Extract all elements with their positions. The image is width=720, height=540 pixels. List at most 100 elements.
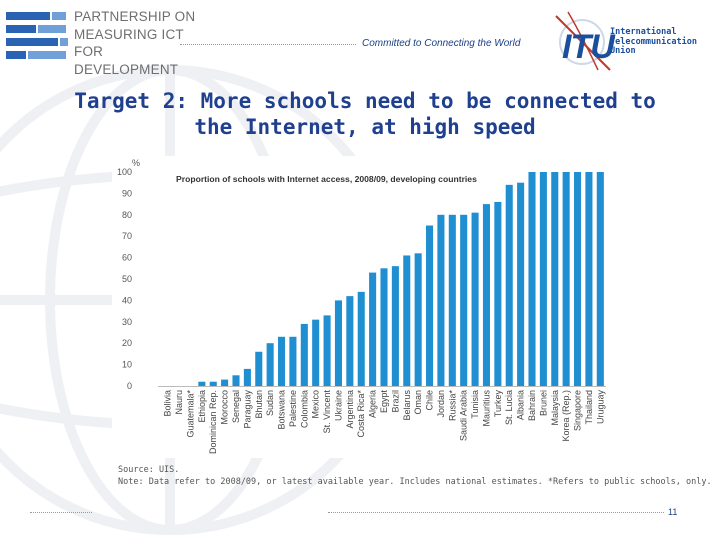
note-line: Note: Data refer to 2008/09, or latest a… xyxy=(118,477,712,487)
x-tick-label: Tunisia xyxy=(470,390,480,419)
bar-korea-rep xyxy=(562,172,570,386)
x-tick-label: Saudi Arabia xyxy=(459,390,469,441)
x-tick-label: Brunei xyxy=(538,390,548,416)
bar-brunei xyxy=(539,172,547,386)
source-note: Source: UIS. Note: Data refer to 2008/09… xyxy=(118,464,712,488)
footer-divider-right xyxy=(328,512,664,513)
x-tick-label: Algeria xyxy=(368,390,378,418)
bar-ethiopia xyxy=(198,381,206,386)
itu-line-1: International xyxy=(610,27,677,37)
school-internet-bar-chart: Proportion of schools with Internet acce… xyxy=(112,156,612,458)
tagline: Committed to Connecting the World xyxy=(362,38,521,49)
x-tick-label: Nauru xyxy=(174,390,184,415)
x-tick-label: Paraguay xyxy=(242,390,252,429)
y-tick-label: 90 xyxy=(122,188,132,198)
y-tick-label: 60 xyxy=(122,253,132,263)
y-tick-label: 0 xyxy=(127,381,132,391)
bar-mauritius xyxy=(482,204,490,386)
x-tick-label: Argentina xyxy=(345,390,355,429)
x-tick-label: Egypt xyxy=(379,390,389,414)
source-line: Source: UIS. xyxy=(118,465,180,475)
bar-tunisia xyxy=(471,212,479,386)
y-tick-label: 80 xyxy=(122,210,132,220)
x-tick-label: Thailand xyxy=(584,390,594,425)
bar-argentina xyxy=(346,296,354,386)
bar-egypt xyxy=(380,268,388,386)
x-tick-label: Oman xyxy=(413,390,423,415)
bar-saudi-arabia xyxy=(460,214,468,386)
bar-mexico xyxy=(312,319,320,386)
footer-divider-left xyxy=(30,512,92,513)
bar-colombia xyxy=(300,323,308,386)
x-tick-label: Belarus xyxy=(402,390,412,421)
x-tick-label: Ukraine xyxy=(333,390,343,421)
x-tick-label: Senegal xyxy=(231,390,241,423)
bar-st-vincent xyxy=(323,315,331,386)
itu-logo: ITU International Telecommunication Unio… xyxy=(548,6,720,76)
bar-chile xyxy=(426,225,434,386)
partnership-logo: PARTNERSHIP ON MEASURING ICT FOR DEVELOP… xyxy=(6,8,196,77)
x-tick-label: Mexico xyxy=(311,390,321,419)
x-tick-label: Russia* xyxy=(447,390,457,422)
org-line-3: FOR DEVELOPMENT xyxy=(74,44,179,77)
itu-acronym: ITU xyxy=(562,28,615,66)
bar-bhutan xyxy=(255,351,263,386)
itu-line-2: Telecommunication xyxy=(610,36,697,47)
partnership-logo-stripes-icon xyxy=(6,12,70,60)
x-tick-label: St. Vincent xyxy=(322,390,332,434)
bar-turkey xyxy=(494,201,502,386)
bar-oman xyxy=(414,253,422,386)
itu-line-3: Union xyxy=(610,46,636,56)
bar-st-lucia xyxy=(505,184,513,386)
bar-thailand xyxy=(585,172,593,386)
partnership-name: PARTNERSHIP ON MEASURING ICT FOR DEVELOP… xyxy=(74,8,204,78)
slide-title: Target 2: More schools need to be connec… xyxy=(30,88,700,140)
x-tick-label: Bahrain xyxy=(527,390,537,421)
x-tick-label: Singapore xyxy=(573,390,583,431)
y-tick-label: 50 xyxy=(122,274,132,284)
x-tick-label: Jordan xyxy=(436,390,446,418)
title-line-2: the Internet, at high speed xyxy=(194,115,536,139)
x-tick-label: Bolivia xyxy=(163,390,173,417)
bar-algeria xyxy=(369,272,377,386)
x-tick-label: Morocco xyxy=(220,390,230,425)
org-line-1: PARTNERSHIP ON xyxy=(74,9,196,24)
y-tick-label: 100 xyxy=(117,167,132,177)
bar-palestine xyxy=(289,336,297,386)
bar-paraguay xyxy=(243,368,251,386)
bar-senegal xyxy=(232,375,240,386)
x-tick-label: Chile xyxy=(425,390,435,411)
bar-costa-rica xyxy=(357,291,365,386)
itu-globe-icon xyxy=(555,11,611,71)
x-tick-label: Dominican Rep. xyxy=(208,390,218,454)
y-tick-label: 20 xyxy=(122,338,132,348)
org-line-2: MEASURING ICT xyxy=(74,26,184,42)
bar-sudan xyxy=(266,343,274,386)
x-tick-label: Costa Rica* xyxy=(356,390,366,438)
itu-full-name: International Telecommunication Union xyxy=(610,27,697,57)
header-divider xyxy=(180,44,356,45)
x-tick-label: Colombia xyxy=(299,390,309,428)
x-tick-label: Brazil xyxy=(390,390,400,413)
x-tick-label: Turkey xyxy=(493,390,503,418)
x-tick-label: St. Lucia xyxy=(504,390,514,425)
bar-ukraine xyxy=(334,300,342,386)
bar-singapore xyxy=(574,172,582,386)
x-tick-label: Malaysia xyxy=(550,390,560,426)
x-tick-label: Uruguay xyxy=(595,390,605,425)
page-number: 11 xyxy=(668,507,678,517)
x-tick-label: Mauritius xyxy=(481,390,491,427)
y-tick-label: 40 xyxy=(122,295,132,305)
bar-albania xyxy=(517,182,525,386)
x-tick-label: Albania xyxy=(516,390,526,420)
x-tick-label: Ethiopia xyxy=(197,390,207,423)
bar-russia xyxy=(448,214,456,386)
x-tick-label: Palestine xyxy=(288,390,298,427)
bar-dominican-rep xyxy=(209,381,217,386)
bar-jordan xyxy=(437,214,445,386)
bar-uruguay xyxy=(596,172,604,386)
x-tick-label: Sudan xyxy=(265,390,275,416)
bar-botswana xyxy=(278,336,286,386)
y-axis-label: % xyxy=(132,158,140,168)
x-tick-label: Botswana xyxy=(277,390,287,430)
